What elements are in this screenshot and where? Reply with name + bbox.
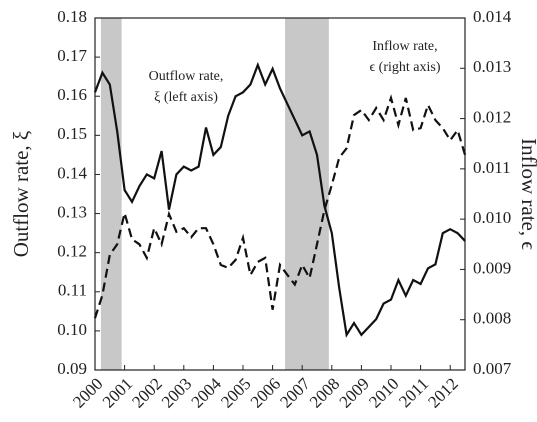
y2-tick-label: 0.013 [473, 57, 511, 76]
y-tick-label: 0.17 [57, 46, 87, 65]
y-tick-label: 0.12 [57, 242, 87, 261]
y-tick-label: 0.16 [57, 85, 87, 104]
x-tick-label: 2005 [217, 374, 254, 411]
x-tick-label: 2012 [424, 374, 461, 411]
annotation: ξ (left axis) [154, 90, 218, 105]
y2-tick-label: 0.008 [473, 309, 511, 328]
x-tick-label: 2010 [365, 374, 402, 411]
recession-band [285, 18, 329, 370]
x-tick-label: 2002 [128, 374, 165, 411]
y2-tick-label: 0.011 [473, 158, 511, 177]
y2-tick-label: 0.009 [473, 258, 511, 277]
annotation: Outflow rate, [149, 69, 224, 84]
annotation: ϵ (right axis) [370, 60, 441, 75]
y-tick-label: 0.13 [57, 202, 87, 221]
y-tick-label: 0.18 [57, 7, 87, 26]
y-tick-label: 0.09 [57, 359, 87, 378]
x-tick-label: 2009 [336, 374, 373, 411]
y-tick-label: 0.14 [57, 163, 87, 182]
x-tick-label: 2000 [69, 374, 106, 411]
recession-band [100, 18, 122, 370]
x-tick-label: 2008 [306, 374, 343, 411]
y2-tick-label: 0.010 [473, 208, 511, 227]
y2-tick-label: 0.007 [473, 359, 512, 378]
x-tick-label: 2011 [395, 374, 432, 411]
series-line [93, 94, 467, 319]
y-tick-label: 0.10 [57, 320, 87, 339]
x-tick-label: 2004 [188, 374, 226, 412]
annotation: Inflow rate, [372, 39, 437, 54]
y2-tick-label: 0.014 [473, 7, 512, 26]
y-tick-label: 0.15 [57, 124, 87, 143]
series-line [93, 61, 466, 338]
y2-tick-label: 0.012 [473, 107, 511, 126]
x-tick-label: 2003 [158, 374, 195, 411]
x-tick-label: 2007 [276, 374, 314, 412]
y2-axis-label: Inflow rate, ϵ [517, 138, 537, 250]
plot-frame [94, 17, 466, 371]
x-tick-label: 2001 [99, 374, 136, 411]
x-tick-label: 2006 [247, 374, 284, 411]
y-axis-label: Outflow rate, ξ [9, 131, 33, 258]
y-tick-label: 0.11 [58, 281, 87, 300]
